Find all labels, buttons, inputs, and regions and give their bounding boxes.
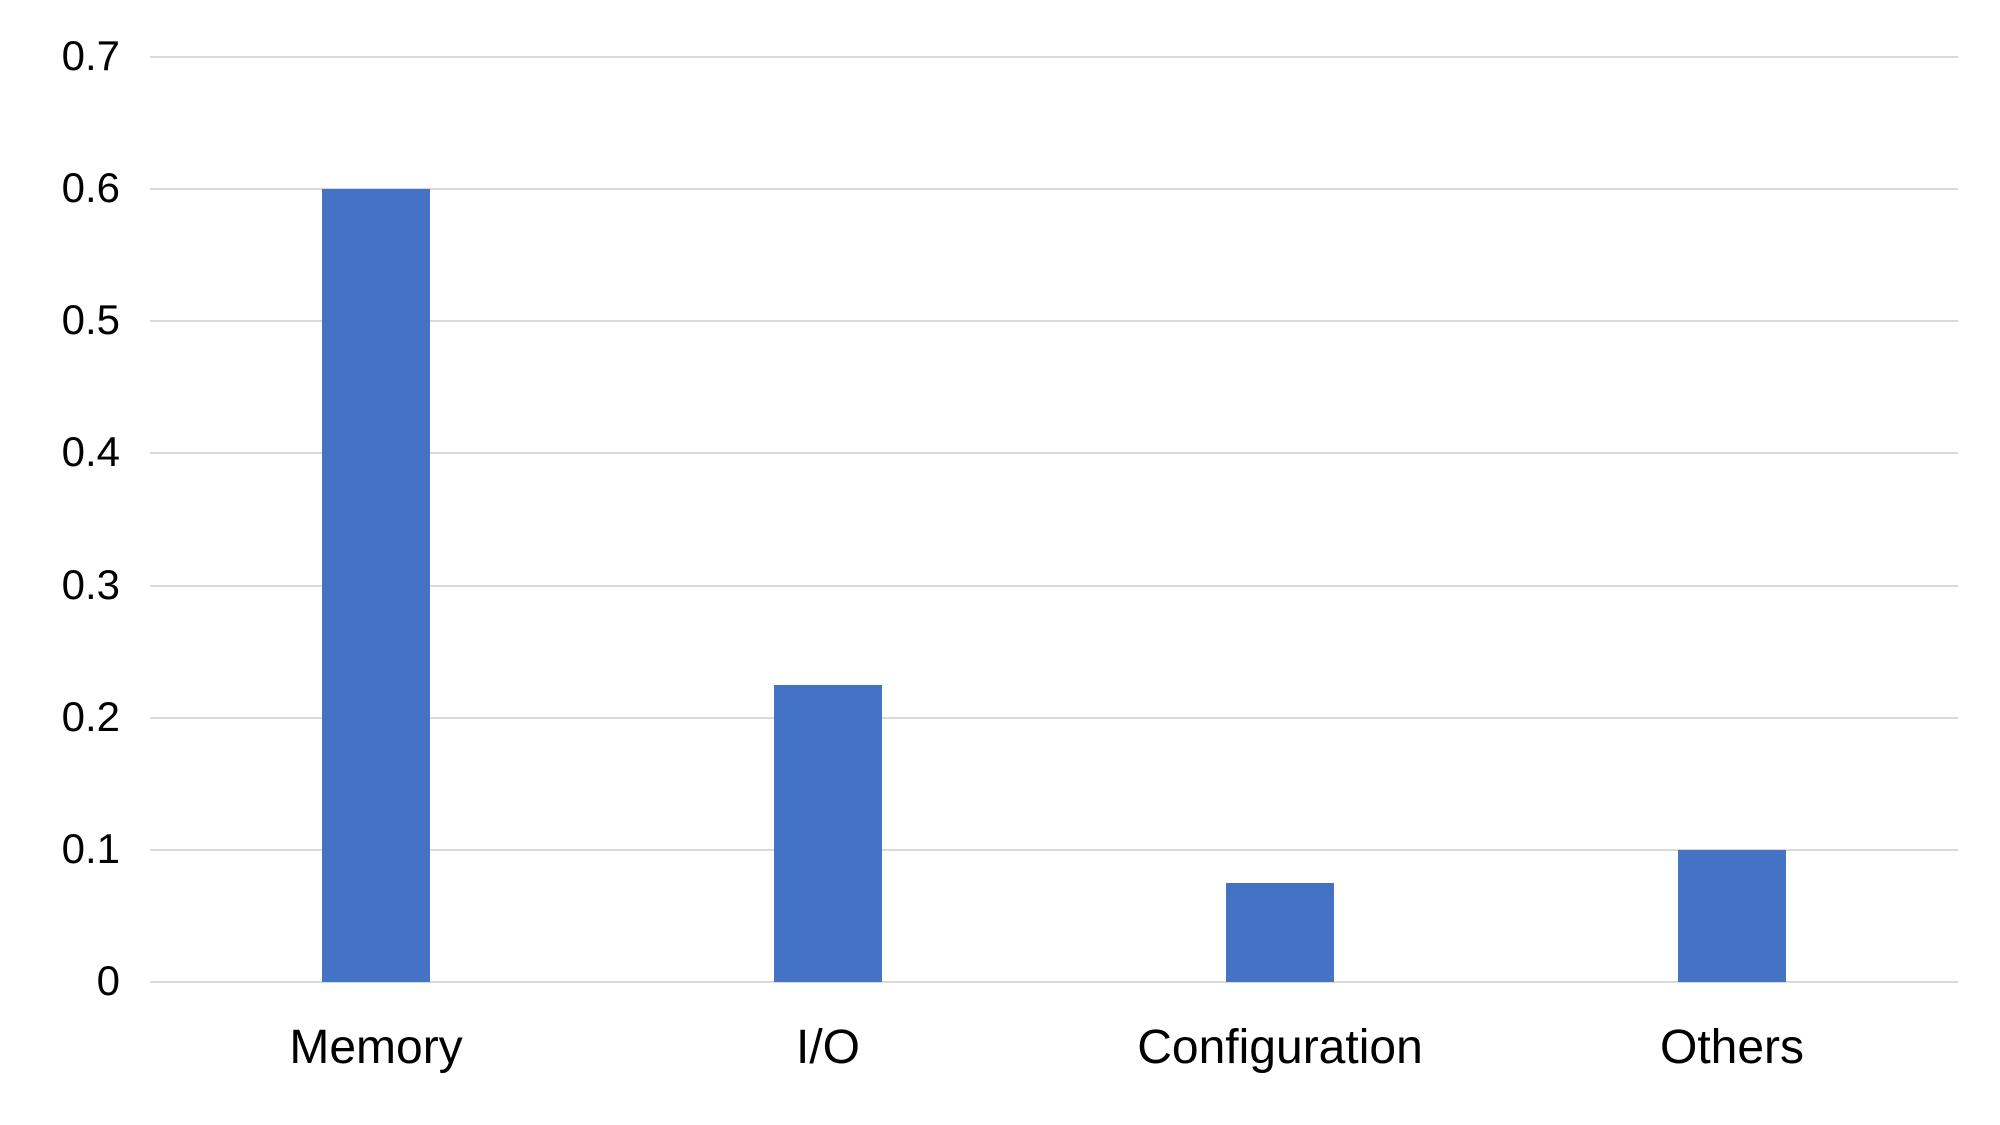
y-axis-tick-label: 0.4 — [61, 428, 120, 476]
x-axis-category-label: Others — [1659, 1021, 1805, 1074]
x-axis-category-label: Memory — [289, 1021, 463, 1074]
gridline — [150, 188, 1958, 191]
gridline — [150, 981, 1958, 983]
y-axis-tick-label: 0.6 — [61, 164, 120, 212]
bar-others — [1678, 849, 1786, 982]
gridline — [150, 848, 1958, 851]
y-axis-tick-label: 0.3 — [61, 560, 120, 608]
y-axis-tick-label: 0.2 — [61, 692, 120, 740]
bar-i-o — [774, 684, 882, 982]
gridline — [150, 56, 1958, 58]
y-axis-tick-label: 0 — [96, 957, 120, 1005]
bar-configuration — [1226, 882, 1334, 982]
x-axis-category-label: I/O — [795, 1021, 861, 1074]
x-axis-category-label: Configuration — [1137, 1021, 1423, 1074]
gridline — [150, 716, 1958, 719]
gridline — [150, 452, 1958, 455]
plot-area: 0 0.1 0.2 0.3 0.4 0.5 0.6 0.7 Memory I/O Configura… — [62, 35, 1958, 1072]
gridline — [150, 584, 1958, 587]
y-axis-tick-label: 0.7 — [61, 32, 120, 80]
y-axis-tick-label: 0.1 — [61, 825, 120, 873]
bar-memory — [322, 189, 430, 982]
gridline — [150, 320, 1958, 323]
y-axis-tick-label: 0.5 — [61, 296, 120, 344]
